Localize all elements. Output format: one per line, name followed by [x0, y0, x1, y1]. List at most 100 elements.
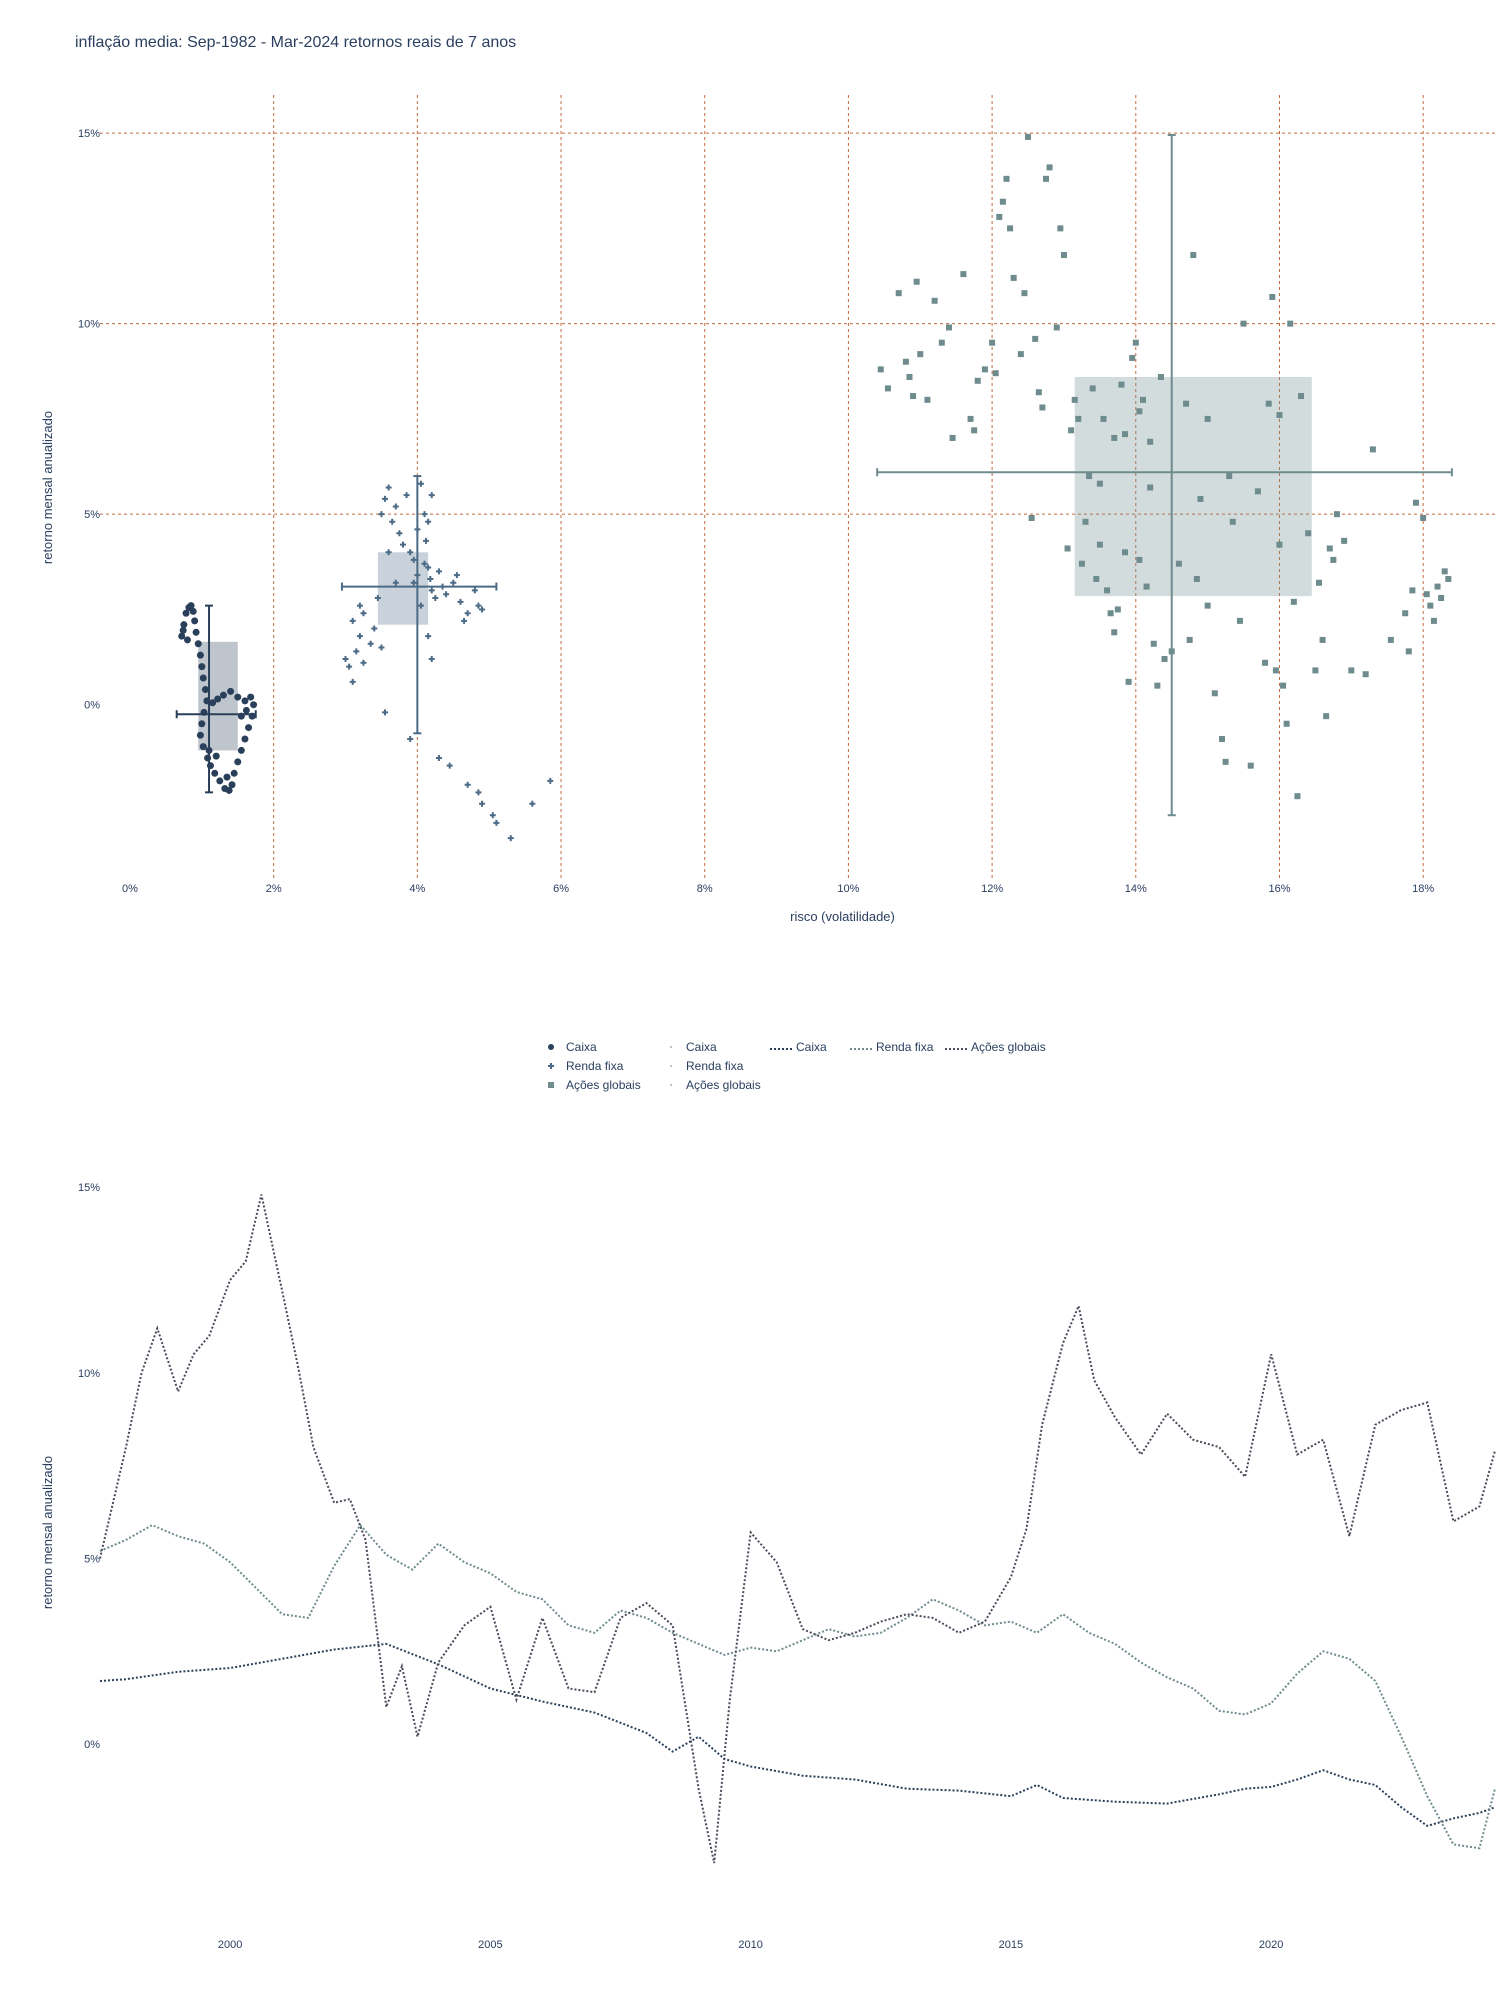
point-acoes-globais	[1283, 720, 1290, 727]
point-acoes-globais	[1362, 671, 1369, 678]
point-acoes-globais	[1071, 396, 1078, 403]
legend-label: Ações globais	[686, 1078, 761, 1092]
point-acoes-globais	[981, 366, 988, 373]
point-renda-fixa	[367, 640, 374, 647]
point-acoes-globais	[1254, 488, 1261, 495]
point-caixa	[199, 674, 207, 682]
point-caixa	[216, 777, 224, 785]
x-tick-label: 16%	[1268, 883, 1290, 895]
point-acoes-globais	[1427, 602, 1434, 609]
x-axis-title: risco (volatilidade)	[790, 909, 895, 924]
point-caixa	[241, 735, 249, 743]
point-renda-fixa	[493, 819, 500, 826]
x-tick-label: 12%	[981, 883, 1003, 895]
legend-item-renda-fixa[interactable]: Renda fixa	[540, 1059, 623, 1074]
point-renda-fixa	[489, 812, 496, 819]
point-renda-fixa	[422, 537, 429, 544]
point-acoes-globais	[895, 290, 902, 297]
point-caixa	[198, 663, 206, 671]
point-acoes-globais	[1010, 274, 1017, 281]
point-renda-fixa	[428, 587, 435, 594]
point-renda-fixa	[435, 568, 442, 575]
point-caixa	[227, 687, 235, 695]
point-acoes-globais	[1096, 541, 1103, 548]
point-caixa	[206, 762, 214, 770]
point-acoes-globais	[1434, 583, 1441, 590]
point-acoes-globais	[938, 339, 945, 346]
point-caixa	[187, 602, 195, 610]
legend-item-caixa[interactable]: Caixa	[540, 1040, 597, 1055]
legend-line-icon	[770, 1041, 792, 1055]
point-renda-fixa	[407, 549, 414, 556]
point-renda-fixa	[446, 762, 453, 769]
point-acoes-globais	[1147, 484, 1154, 491]
point-renda-fixa	[432, 595, 439, 602]
point-acoes-globais	[1042, 175, 1049, 182]
point-acoes-globais	[989, 339, 996, 346]
point-acoes-globais	[1150, 640, 1157, 647]
legend-item-acoes-globais[interactable]: Ações globais	[660, 1078, 761, 1093]
point-caixa	[212, 752, 220, 760]
point-caixa	[223, 773, 231, 781]
legend-item-acoes-globais[interactable]: Ações globais	[540, 1078, 641, 1093]
legend-item-caixa[interactable]: Caixa	[660, 1040, 717, 1055]
point-acoes-globais	[1298, 393, 1305, 400]
point-caixa	[250, 701, 258, 709]
legend-label: Caixa	[686, 1040, 717, 1054]
point-acoes-globais	[1021, 290, 1028, 297]
point-acoes-globais	[884, 385, 891, 392]
point-acoes-globais	[1369, 446, 1376, 453]
legend-item-line-caixa[interactable]: Caixa	[770, 1040, 827, 1055]
point-acoes-globais	[1323, 713, 1330, 720]
point-renda-fixa	[392, 579, 399, 586]
point-acoes-globais	[1330, 556, 1337, 563]
point-renda-fixa	[479, 606, 486, 613]
point-renda-fixa	[385, 484, 392, 491]
point-caixa	[209, 699, 217, 707]
point-acoes-globais	[999, 198, 1006, 205]
point-acoes-globais	[1136, 408, 1143, 415]
point-acoes-globais	[1032, 335, 1039, 342]
point-caixa	[211, 769, 219, 777]
point-acoes-globais	[1193, 575, 1200, 582]
point-renda-fixa	[547, 777, 554, 784]
y-tick-label: 5%	[84, 509, 100, 521]
point-acoes-globais	[1154, 682, 1161, 689]
point-acoes-globais	[1086, 473, 1093, 480]
point-caixa	[225, 786, 233, 794]
point-renda-fixa	[461, 617, 468, 624]
point-acoes-globais	[1287, 320, 1294, 327]
point-acoes-globais	[1139, 396, 1146, 403]
point-caixa	[241, 697, 249, 705]
point-acoes-globais	[1025, 133, 1032, 140]
summary-box-acoes-globais	[1074, 376, 1312, 597]
scatter-panel: 0% 2% 4% 6% 8% 10% 12% 14% 16% 18% 0% 5% 10% 15% risco…	[40, 95, 1495, 924]
point-acoes-globais	[1276, 412, 1283, 419]
point-acoes-globais	[1104, 587, 1111, 594]
point-acoes-globais	[1412, 499, 1419, 506]
legend-marker-icon	[540, 1041, 562, 1055]
point-acoes-globais	[913, 278, 920, 285]
point-renda-fixa	[475, 602, 482, 609]
point-caixa	[245, 724, 253, 732]
legend-item-line-renda-fixa[interactable]: Renda fixa	[850, 1040, 933, 1055]
point-acoes-globais	[1222, 758, 1229, 765]
point-acoes-globais	[960, 271, 967, 278]
legend-item-line-acoes-globais[interactable]: Ações globais	[945, 1040, 1046, 1055]
point-acoes-globais	[931, 297, 938, 304]
point-caixa	[189, 607, 197, 615]
x-tick-label: 2%	[266, 883, 282, 895]
point-acoes-globais	[1204, 415, 1211, 422]
point-acoes-globais	[1035, 389, 1042, 396]
y-tick-label: 0%	[84, 700, 100, 712]
point-renda-fixa	[389, 518, 396, 525]
y-tick-label: 10%	[78, 1368, 100, 1380]
point-acoes-globais	[1387, 636, 1394, 643]
line-caixa	[99, 1642, 1496, 1827]
point-renda-fixa	[407, 736, 414, 743]
point-acoes-globais	[1272, 667, 1279, 674]
legend-item-renda-fixa[interactable]: Renda fixa	[660, 1059, 743, 1074]
x-tick-label: 14%	[1125, 883, 1147, 895]
point-renda-fixa	[378, 511, 385, 518]
point-renda-fixa	[353, 648, 360, 655]
